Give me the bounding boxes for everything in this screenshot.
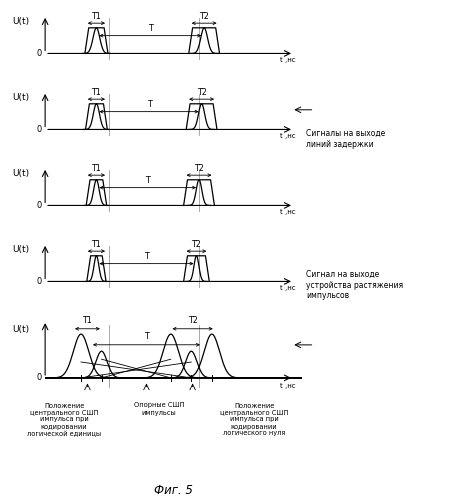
Text: U(t): U(t) — [13, 325, 30, 334]
Text: Опорные СШП
импульсы: Опорные СШП импульсы — [134, 402, 184, 415]
Text: T2: T2 — [194, 164, 204, 172]
Text: U(t): U(t) — [13, 244, 30, 254]
Text: T1: T1 — [92, 12, 101, 20]
Text: Положение
центрального СШП
импульса при
кодировании
логической единицы: Положение центрального СШП импульса при … — [27, 402, 101, 437]
Text: T1: T1 — [83, 316, 92, 325]
Text: T2: T2 — [197, 88, 207, 96]
Text: T: T — [144, 252, 149, 261]
Text: 0: 0 — [36, 201, 41, 210]
Text: T: T — [144, 332, 149, 341]
Text: 0: 0 — [36, 125, 41, 134]
Text: T2: T2 — [191, 240, 201, 248]
Text: t ,нс: t ,нс — [280, 133, 295, 139]
Text: 0: 0 — [36, 277, 41, 286]
Text: Фиг. 5: Фиг. 5 — [154, 484, 193, 498]
Text: U(t): U(t) — [13, 92, 30, 102]
Text: T2: T2 — [188, 316, 198, 325]
Text: T1: T1 — [92, 88, 101, 96]
Text: t ,нс: t ,нс — [280, 209, 295, 215]
Text: Положение
центрального СШП
импульса при
кодировании
логического нуля: Положение центрального СШП импульса при … — [220, 402, 288, 436]
Text: 0: 0 — [36, 49, 41, 58]
Text: t ,нс: t ,нс — [280, 285, 295, 291]
Text: T1: T1 — [92, 164, 101, 172]
Text: Сигнал на выходе
устройства растяжения
импульсов: Сигнал на выходе устройства растяжения и… — [306, 270, 403, 300]
Text: U(t): U(t) — [13, 168, 30, 177]
Text: T: T — [145, 176, 150, 185]
Text: U(t): U(t) — [13, 16, 30, 26]
Text: 0: 0 — [36, 374, 41, 382]
Text: T2: T2 — [199, 12, 209, 20]
Text: Сигналы на выходе
линий задержки: Сигналы на выходе линий задержки — [306, 130, 386, 148]
Text: T: T — [147, 100, 152, 109]
Text: t ,нс: t ,нс — [280, 383, 295, 389]
Text: t ,нс: t ,нс — [280, 57, 295, 63]
Text: T1: T1 — [92, 240, 101, 248]
Text: T: T — [148, 24, 152, 33]
